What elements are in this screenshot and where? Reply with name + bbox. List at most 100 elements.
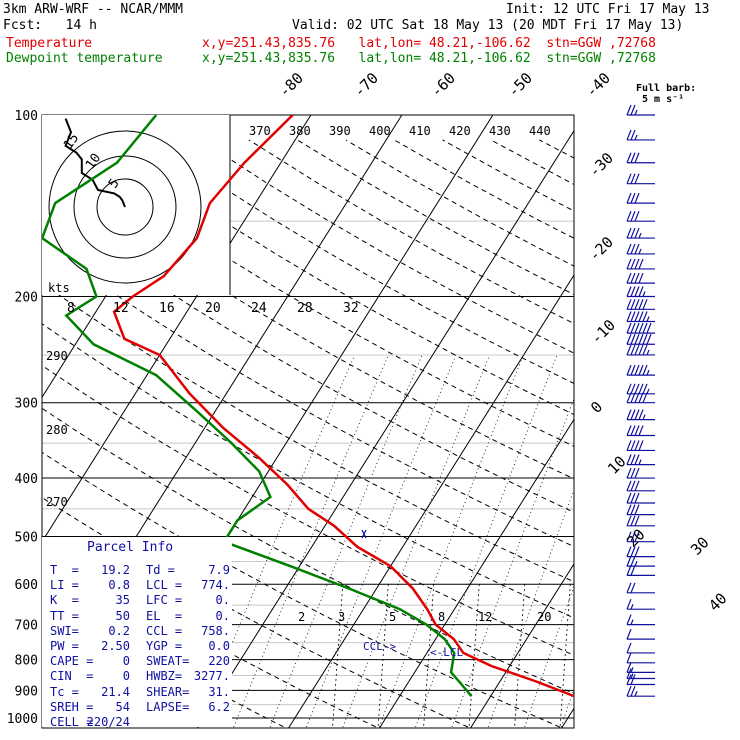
wind-barb (626, 492, 655, 504)
dewpoint-profile (42, 115, 473, 698)
moist-adiabat (196, 354, 355, 728)
dewpoint-label: Dewpoint temperature (6, 51, 163, 66)
wind-barb (626, 152, 655, 164)
parcel-param-label: Tc = (50, 684, 79, 699)
wind-barb (626, 685, 655, 697)
mixing-ratio-label: 8 (438, 610, 445, 624)
isotherm-label: 0 (587, 398, 606, 417)
parcel-param-value: 2.50 (101, 639, 130, 653)
dry-adiabat (151, 139, 574, 384)
moist-adiabat (451, 397, 574, 728)
parcel-param-value: 758. (201, 623, 230, 638)
parcel-param-value: 0.0 (208, 639, 230, 653)
isotherm-label: -30 (585, 149, 617, 181)
pressure-tick-label: 100 (15, 109, 38, 124)
dry-adiabat (42, 364, 574, 656)
parcel-param-label: CCL = (146, 623, 183, 638)
wind-barb (626, 440, 655, 452)
valid-time: Valid: 02 UTC Sat 18 May 13 (20 MDT Fri … (292, 18, 684, 33)
wind-barb (626, 546, 655, 558)
isotherm-label: -70 (350, 69, 382, 101)
wind-barb (626, 668, 655, 680)
hodograph-trace (64, 118, 126, 208)
mixing-ratio-line (559, 584, 571, 728)
hodograph-ring (48, 130, 202, 284)
isotherm (469, 562, 574, 728)
lcl-annotation: <-LCL (430, 646, 464, 659)
pressure-tick-label: 900 (15, 684, 38, 699)
parcel-param-value: 0 (122, 654, 130, 669)
parcel-param-value: 54 (115, 699, 130, 714)
parcel-param-value: 220/24 (86, 715, 130, 729)
wind-barb (626, 642, 655, 654)
wind-barb (626, 104, 655, 116)
wind-barb (626, 480, 655, 492)
isotherm-label: -40 (582, 69, 614, 101)
dewpoint-location: x,y=251.43,835.76 lat,lon= 48.21,-106.62… (202, 51, 656, 66)
isotherm-label: 30 (687, 533, 713, 559)
wind-barb (626, 173, 655, 185)
parcel-param-value: 7.9 (208, 563, 230, 577)
barb-legend-unit: 5 m s⁻¹ (642, 94, 685, 105)
parcel-info-panel: Parcel Info T = 19.2 Td = 7.9 LI = 0.8 LCL = 77… (42, 537, 232, 729)
dry-adiabat (588, 140, 740, 731)
parcel-param-label: CIN = (50, 669, 94, 684)
moist-adiabat (705, 355, 740, 731)
speed-tick-label: 32 (343, 301, 359, 316)
theta-label: 440 (529, 124, 551, 138)
parcel-param-label: Td = (146, 563, 175, 577)
wind-barb (626, 565, 655, 576)
wind-barb (626, 129, 655, 141)
wind-barb (626, 243, 655, 255)
isotherm-label: 10 (604, 452, 630, 478)
parcel-param-value: 0. (215, 608, 230, 623)
wind-barb (626, 299, 655, 310)
parcel-param-label: TT = (50, 608, 79, 623)
wind-barb (626, 674, 655, 686)
parcel-param-label: SWEAT= (146, 654, 190, 669)
wind-barb (626, 628, 655, 640)
wind-barb (626, 504, 655, 516)
wind-barb (626, 344, 655, 356)
speed-tick-label: 8 (67, 301, 75, 316)
mixing-ratio-line (514, 584, 526, 728)
isotherm-label: -10 (587, 316, 619, 348)
pressure-tick-label: 600 (15, 578, 38, 593)
wind-barb (626, 210, 655, 222)
parcel-param-value: 3277. (193, 669, 230, 684)
parcel-param-label: K = (50, 593, 79, 608)
wind-barb (626, 598, 655, 610)
pressure-tick-label: 200 (15, 291, 38, 306)
wind-barb (626, 364, 655, 376)
speed-tick-label: 24 (251, 301, 267, 316)
isotherm (651, 115, 740, 731)
parcel-param-value: 50 (115, 608, 130, 623)
wind-barb (626, 272, 655, 284)
parcel-param-value: 19.2 (101, 563, 130, 577)
dry-adiabat (42, 451, 564, 728)
parcel-param-value: 0 (122, 669, 130, 684)
parcel-param-label: EL = (146, 608, 183, 623)
wind-barb (626, 454, 655, 466)
isotherm (378, 418, 574, 728)
wind-barb (626, 334, 655, 345)
isotherm-label: 40 (705, 589, 731, 615)
wind-barb (626, 383, 655, 395)
parcel-param-label: CAPE = (50, 654, 94, 669)
mixing-ratio-label: 3 (338, 610, 345, 624)
parcel-param-value: 21.4 (101, 684, 130, 699)
speed-tick-label: 12 (113, 301, 129, 316)
parcel-param-label: YGP = (146, 639, 183, 653)
moist-adiabat (232, 354, 389, 728)
wind-barb (626, 467, 655, 479)
theta-label: 400 (369, 124, 391, 138)
isotherm (196, 129, 574, 728)
pressure-tick-label: 300 (15, 397, 38, 412)
parcel-param-label: CELL = (50, 715, 94, 729)
isotherm-label: -50 (504, 69, 536, 101)
hodograph-units: kts (48, 281, 70, 295)
isotherm (560, 707, 574, 728)
moist-adiabat (414, 354, 558, 728)
parcel-param-value: 31. (208, 684, 230, 699)
parcel-param-label: T = (50, 563, 79, 577)
